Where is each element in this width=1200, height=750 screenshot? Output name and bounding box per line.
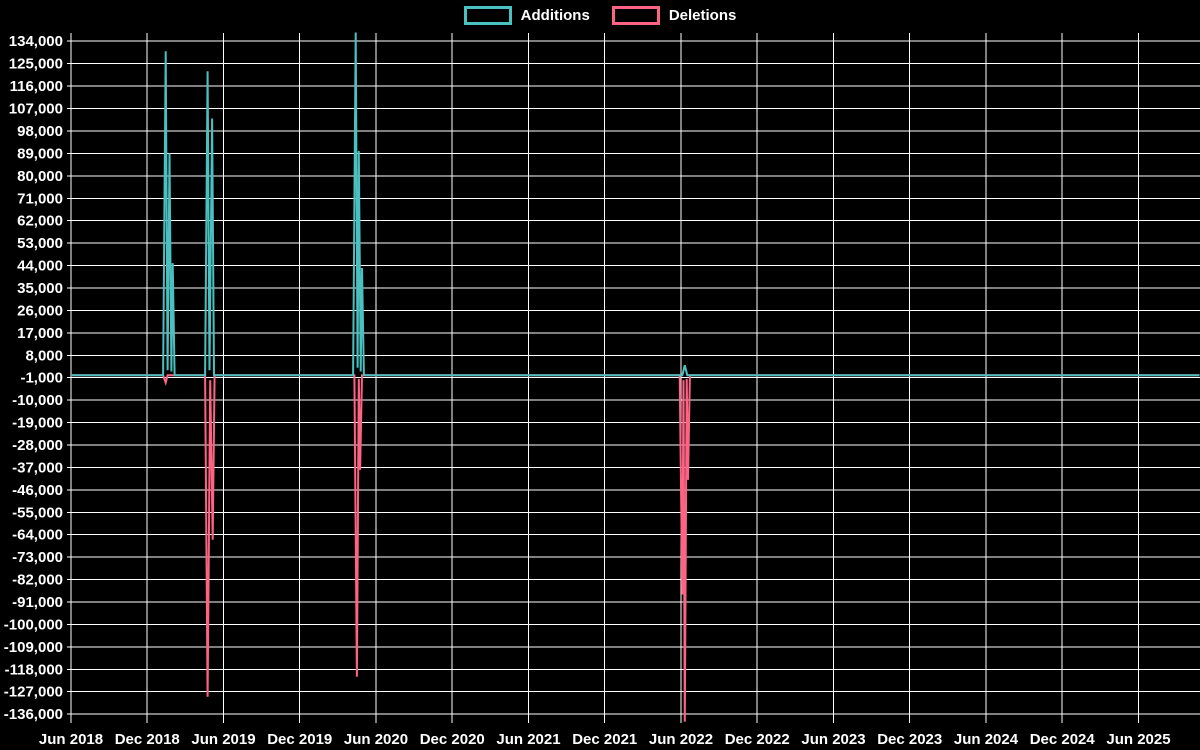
- y-axis-tick-label: 35,000: [17, 280, 63, 297]
- y-axis-tick-label: 8,000: [25, 347, 63, 364]
- x-axis-tick-label: Dec 2021: [572, 731, 637, 748]
- x-axis-tick-label: Dec 2024: [1030, 731, 1096, 748]
- x-axis-tick-label: Jun 2021: [496, 731, 560, 748]
- deletions-legend-label: Deletions: [668, 7, 737, 24]
- y-axis-tick-label: -136,000: [4, 706, 63, 723]
- chart-legend: Additions Deletions: [0, 6, 1200, 25]
- y-axis-tick-label: 116,000: [10, 78, 63, 95]
- x-grid: Jun 2018 Dec 2018 Jun 2019 Dec 2019 Jun 2020…: [39, 33, 1171, 748]
- y-grid: 134,000 125,000 116,000 107,000 98,000 89,000…: [4, 33, 1200, 723]
- y-axis-tick-label: -1,000: [20, 370, 63, 387]
- x-axis-tick-label: Jun 2018: [39, 731, 103, 748]
- additions-legend-swatch-icon: [463, 6, 512, 25]
- y-axis-tick-label: -109,000: [4, 639, 63, 656]
- x-axis-tick-label: Dec 2022: [725, 731, 790, 748]
- y-axis-tick-label: -118,000: [5, 661, 63, 678]
- y-axis-tick-label: -37,000: [12, 459, 63, 476]
- y-axis-tick-label: 26,000: [17, 302, 63, 319]
- y-axis-tick-label: 125,000: [9, 56, 63, 73]
- x-axis-tick-label: Dec 2020: [420, 731, 485, 748]
- legend-item-additions[interactable]: Additions: [463, 6, 590, 25]
- y-axis-tick-label: 44,000: [17, 258, 63, 275]
- x-axis-tick-label: Jun 2023: [801, 731, 865, 748]
- y-axis-tick-label: -55,000: [12, 504, 63, 521]
- x-axis-tick-label: Jun 2024: [954, 731, 1019, 748]
- y-axis-tick-label: -100,000: [4, 616, 63, 633]
- y-axis-tick-label: 62,000: [17, 213, 63, 230]
- additions-legend-label: Additions: [520, 7, 590, 24]
- y-axis-tick-label: 89,000: [17, 145, 63, 162]
- y-axis-tick-label: -28,000: [12, 437, 63, 454]
- x-axis-tick-label: Jun 2019: [191, 731, 255, 748]
- y-axis-tick-label: -46,000: [12, 482, 63, 499]
- y-axis-tick-label: -19,000: [12, 415, 63, 432]
- x-axis-tick-label: Dec 2018: [115, 731, 180, 748]
- y-axis-tick-label: -10,000: [12, 392, 63, 409]
- y-axis-tick-label: 17,000: [17, 325, 63, 342]
- x-axis-tick-label: Jun 2020: [344, 731, 408, 748]
- x-axis-tick-label: Jun 2022: [649, 731, 713, 748]
- x-axis-tick-label: Dec 2019: [267, 731, 332, 748]
- y-axis-tick-label: 71,000: [17, 190, 63, 207]
- y-axis-tick-label: -73,000: [12, 549, 63, 566]
- x-axis-tick-label: Dec 2023: [877, 731, 942, 748]
- y-axis-tick-label: 53,000: [17, 235, 63, 252]
- y-axis-tick-label: 98,000: [17, 123, 63, 140]
- deletions-legend-swatch-icon: [611, 6, 660, 25]
- y-axis-tick-label: -91,000: [12, 594, 63, 611]
- y-axis-tick-label: -82,000: [12, 572, 63, 589]
- y-axis-tick-label: -127,000: [4, 684, 63, 701]
- legend-item-deletions[interactable]: Deletions: [611, 6, 737, 25]
- y-axis-tick-label: -64,000: [12, 527, 63, 544]
- y-axis-tick-label: 80,000: [17, 168, 63, 185]
- y-axis-tick-label: 107,000: [9, 101, 63, 118]
- additions-line: [71, 32, 1200, 377]
- y-axis-tick-label: 134,000: [9, 33, 63, 50]
- x-axis-tick-label: Jun 2025: [1106, 731, 1170, 748]
